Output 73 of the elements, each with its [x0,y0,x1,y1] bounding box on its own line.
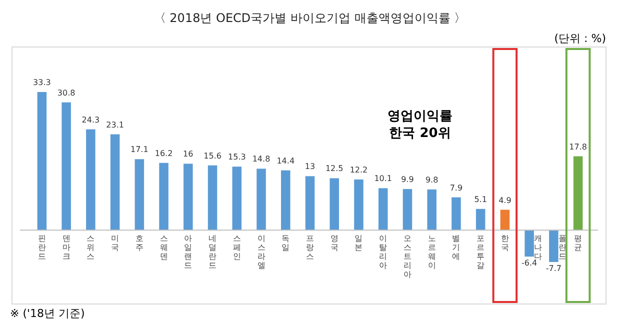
data-label: 16.2 [154,148,173,158]
data-label: -6.4 [522,258,538,268]
x-tick-label: 네덜란드 [208,234,217,270]
data-label: 9.9 [401,175,414,184]
x-tick-label: 영국 [330,234,338,252]
data-label: 12.2 [350,165,368,174]
data-label: 23.1 [106,120,124,130]
data-label: 33.3 [33,78,51,87]
data-label: 17.8 [569,142,587,152]
data-label: 24.3 [82,115,100,124]
x-tick-label: 이스라엘 [257,234,266,270]
bar [110,134,120,230]
x-tick-label: 스페인 [232,234,241,262]
bar [549,230,558,262]
bar [256,168,266,230]
x-tick-label: 오스트리아 [403,234,412,280]
x-tick-label: 포르투갈 [476,234,485,270]
x-tick-label: 벨기에 [452,234,460,262]
bar [86,129,96,230]
data-label: 15.3 [228,152,246,162]
x-tick-label: 미국 [111,234,120,252]
data-label: 16 [183,150,194,159]
bar [524,230,534,257]
x-tick-label: 일본 [354,234,363,252]
data-label: 9.8 [425,175,438,184]
x-tick-label: 덴마크 [62,234,70,262]
x-tick-label: 핀란드 [38,234,46,262]
data-label: 10.1 [374,174,392,184]
data-label: 12.5 [325,164,344,174]
data-label: 13 [304,162,316,172]
x-tick-label: 평균 [574,234,582,252]
x-tick-label: 독일 [282,234,290,252]
x-tick-label: 노르웨이 [428,234,436,270]
data-label: 14.4 [276,156,295,166]
chart-title: 〈 2018년 OECD국가별 바이오기업 매출액영업이익률 〉 [154,11,466,25]
bar [476,208,486,230]
bar [427,189,436,230]
bar [378,188,388,230]
bar [500,210,510,230]
bar [330,178,339,230]
text: ※ ('18년 기준) [10,307,85,320]
x-tick-label: 호주 [135,234,144,252]
annotation: 영업이익률 한국 20위 [388,109,452,141]
x-tick-label: 아일랜드 [184,234,192,270]
x-tick-label: 한국 [500,234,509,252]
x-tick-label: 스위스 [86,234,95,262]
data-label: -7.7 [546,264,562,273]
data-label: 7.9 [450,183,463,192]
text: (단위 : %) [554,32,606,45]
bar [37,92,47,230]
data-label: 14.8 [252,154,270,164]
x-tick-label: 캐나다 [534,234,542,262]
bar [452,197,461,230]
bar [232,166,242,230]
bar [208,165,218,230]
bar [573,156,583,230]
data-label: 17.1 [130,145,148,154]
x-tick-label: 프랑스 [306,234,314,262]
bar [354,179,364,230]
x-tick-label: 이탈리아 [379,234,388,270]
bar [402,189,412,230]
data-label: 5.1 [474,194,487,204]
bar [134,159,144,230]
data-label: 15.6 [204,151,222,160]
bar [62,102,71,230]
bar [281,170,290,230]
data-label: 4.9 [498,196,512,205]
x-tick-label: 폴란드 [558,234,566,262]
bar [159,162,168,230]
bar [305,176,315,230]
bar [184,164,193,230]
x-tick-label: 스웨덴 [160,234,168,262]
data-label: 30.8 [57,88,76,98]
